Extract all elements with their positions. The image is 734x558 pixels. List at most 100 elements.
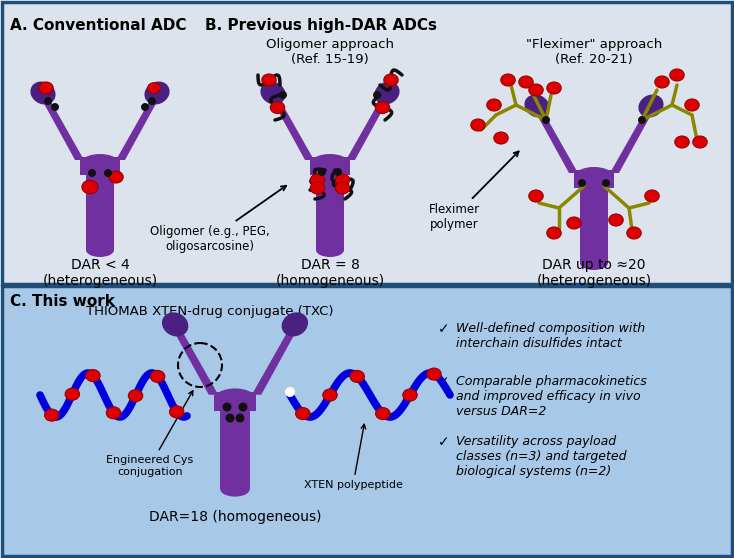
Ellipse shape [426, 368, 441, 380]
Text: DAR = 8
(homogeneous): DAR = 8 (homogeneous) [275, 258, 385, 288]
Ellipse shape [30, 81, 56, 104]
Polygon shape [346, 100, 388, 160]
Ellipse shape [384, 74, 399, 86]
Ellipse shape [310, 174, 324, 186]
Circle shape [638, 116, 646, 124]
Ellipse shape [501, 74, 515, 86]
Text: B. Previous high-DAR ADCs: B. Previous high-DAR ADCs [205, 18, 437, 33]
Polygon shape [100, 170, 114, 250]
Text: Oligomer (e.g., PEG,
oligosarcosine): Oligomer (e.g., PEG, oligosarcosine) [150, 186, 286, 253]
Ellipse shape [376, 407, 390, 420]
Ellipse shape [670, 69, 684, 81]
Text: Versatility across payload
classes (n=3) and targeted
biological systems (n=2): Versatility across payload classes (n=3)… [456, 435, 627, 478]
Ellipse shape [528, 84, 543, 96]
Ellipse shape [494, 132, 508, 144]
Ellipse shape [608, 214, 623, 226]
Polygon shape [220, 405, 235, 489]
Ellipse shape [128, 389, 142, 402]
Ellipse shape [350, 371, 364, 382]
Ellipse shape [685, 99, 700, 111]
Ellipse shape [675, 136, 689, 148]
Polygon shape [536, 113, 578, 173]
Ellipse shape [148, 83, 160, 93]
Circle shape [88, 169, 96, 177]
Ellipse shape [109, 171, 123, 183]
Ellipse shape [644, 190, 659, 202]
Ellipse shape [335, 174, 349, 186]
Circle shape [542, 116, 550, 124]
Text: THIOMAB XTEN-drug conjugate (TXC): THIOMAB XTEN-drug conjugate (TXC) [87, 305, 334, 318]
Text: Comparable pharmacokinetics
and improved efficacy in vivo
versus DAR=2: Comparable pharmacokinetics and improved… [456, 375, 647, 418]
Text: Oligomer approach
(Ref. 15-19): Oligomer approach (Ref. 15-19) [266, 38, 394, 66]
Text: ✓: ✓ [438, 435, 450, 449]
Circle shape [602, 179, 610, 187]
Polygon shape [174, 332, 218, 395]
Ellipse shape [524, 94, 550, 118]
Ellipse shape [145, 81, 170, 104]
Ellipse shape [519, 76, 533, 88]
Ellipse shape [323, 389, 337, 401]
Bar [310, 157, 350, 175]
Circle shape [148, 97, 156, 105]
Ellipse shape [86, 243, 114, 257]
Ellipse shape [335, 182, 349, 194]
Ellipse shape [262, 74, 276, 86]
Ellipse shape [215, 388, 255, 407]
Bar [214, 392, 256, 411]
Ellipse shape [162, 312, 189, 336]
Ellipse shape [693, 136, 707, 148]
Polygon shape [86, 170, 100, 250]
Text: ✓: ✓ [438, 375, 450, 389]
Ellipse shape [310, 182, 324, 194]
Ellipse shape [627, 227, 642, 239]
Bar [80, 157, 120, 175]
Ellipse shape [150, 371, 165, 382]
Ellipse shape [261, 81, 286, 104]
Ellipse shape [580, 256, 608, 270]
Ellipse shape [311, 154, 349, 172]
Ellipse shape [106, 407, 120, 419]
Text: "Fleximer" approach
(Ref. 20-21): "Fleximer" approach (Ref. 20-21) [526, 38, 662, 66]
Polygon shape [272, 100, 314, 160]
Ellipse shape [374, 81, 399, 104]
Ellipse shape [220, 482, 250, 497]
Text: A. Conventional ADC: A. Conventional ADC [10, 18, 186, 33]
Ellipse shape [547, 82, 562, 94]
Ellipse shape [270, 102, 285, 113]
Polygon shape [235, 405, 250, 489]
Circle shape [44, 97, 52, 105]
Polygon shape [610, 113, 652, 173]
Ellipse shape [296, 407, 310, 420]
Circle shape [236, 413, 244, 422]
Circle shape [334, 168, 342, 176]
Ellipse shape [375, 102, 390, 113]
Text: XTEN polypeptide: XTEN polypeptide [304, 424, 402, 490]
Ellipse shape [403, 389, 417, 401]
Ellipse shape [45, 409, 59, 421]
Ellipse shape [528, 190, 543, 202]
Polygon shape [116, 100, 158, 160]
Ellipse shape [170, 406, 184, 418]
Text: DAR=18 (homogeneous): DAR=18 (homogeneous) [149, 510, 321, 524]
Bar [2, 2, 732, 284]
Ellipse shape [81, 154, 119, 172]
Polygon shape [330, 170, 344, 250]
Ellipse shape [316, 243, 344, 257]
Circle shape [222, 402, 231, 411]
Ellipse shape [470, 119, 485, 131]
Ellipse shape [65, 388, 79, 400]
Text: DAR < 4
(heterogeneous): DAR < 4 (heterogeneous) [43, 258, 158, 288]
Text: Fleximer
polymer: Fleximer polymer [429, 151, 519, 231]
Circle shape [51, 103, 59, 111]
Text: ✓: ✓ [438, 322, 450, 336]
Circle shape [285, 387, 295, 397]
Polygon shape [316, 170, 330, 250]
Bar [574, 170, 614, 188]
Text: DAR up to ≈20
(heterogeneous): DAR up to ≈20 (heterogeneous) [537, 258, 652, 288]
Ellipse shape [547, 227, 562, 239]
Circle shape [104, 169, 112, 177]
Ellipse shape [575, 167, 613, 185]
Circle shape [239, 402, 247, 411]
Ellipse shape [86, 369, 100, 382]
Ellipse shape [82, 180, 98, 194]
